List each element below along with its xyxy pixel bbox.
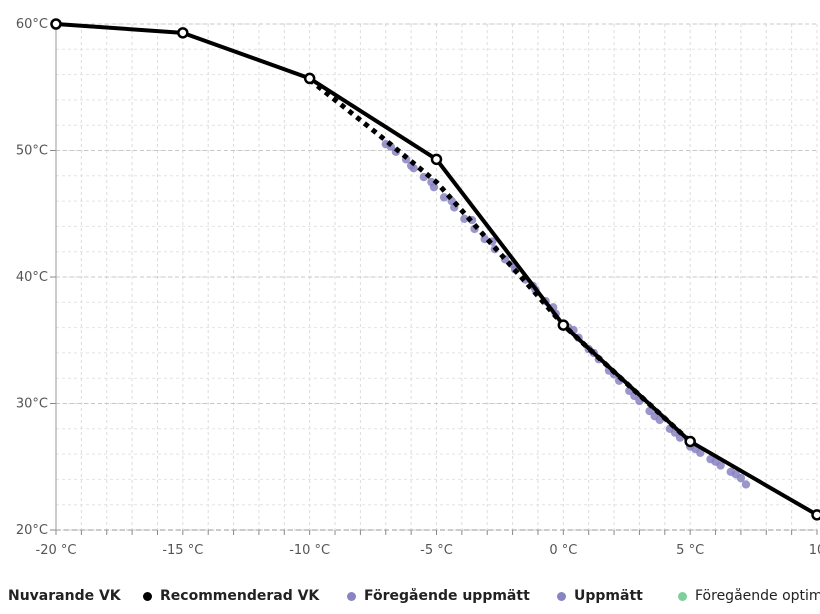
scatter-point — [741, 480, 751, 489]
x-tick-label: 10 — [809, 543, 820, 558]
legend-swatch — [678, 591, 687, 601]
legend-item-foregaende-optim[interactable]: Föregående optim — [678, 588, 820, 604]
y-tick-label: 50°C — [16, 144, 48, 159]
x-tick-label: -20 °C — [36, 543, 77, 558]
y-tick-label: 60°C — [16, 17, 48, 32]
series-point-current — [811, 509, 820, 521]
y-tick-label: 20°C — [16, 523, 48, 538]
grid — [55, 23, 818, 531]
legend-item-foregaende-uppmatt[interactable]: Föregående uppmätt — [347, 588, 530, 604]
y-tick-label: 40°C — [16, 270, 48, 285]
x-tick-label: -10 °C — [289, 543, 330, 558]
series-point-current — [177, 27, 189, 39]
series-point-current — [684, 435, 696, 448]
x-tick-label: -5 °C — [420, 543, 453, 558]
scatter-point — [731, 470, 741, 479]
scatter-point — [460, 214, 469, 224]
scatter-point — [439, 193, 449, 202]
tick-labels: 60°C 50°C 40°C 30°C 20°C -20 °C -15 °C -10 °C -5… — [16, 17, 820, 558]
legend-label: Uppmätt — [574, 588, 643, 604]
legend-label: Föregående optim — [695, 588, 820, 604]
scatter-point — [427, 177, 436, 187]
legend-swatch — [143, 591, 152, 601]
x-tick-label: 0 °C — [549, 543, 577, 558]
series-point-current — [50, 18, 62, 30]
series-point-current — [557, 319, 570, 331]
legend-item-recommenderad-vk[interactable]: Recommenderad VK — [143, 588, 319, 604]
legend-label: Föregående uppmätt — [364, 588, 530, 604]
x-tick-label: 5 °C — [676, 543, 704, 558]
chart: 60°C 50°C 40°C 30°C 20°C -20 °C -15 °C -10 °C -5… — [16, 17, 820, 558]
legend-swatch — [557, 591, 566, 601]
series-layer — [50, 18, 820, 521]
series-point-current — [303, 72, 316, 85]
legend: Nuvarande VK Recommenderad VK Föregående… — [0, 588, 820, 610]
series-point-current — [430, 153, 443, 166]
legend-swatch — [347, 591, 356, 601]
y-tick-label: 30°C — [16, 397, 48, 412]
x-tick-label: -15 °C — [162, 543, 203, 558]
legend-item-uppmatt[interactable]: Uppmätt — [557, 588, 643, 604]
legend-label: Recommenderad VK — [160, 588, 320, 604]
legend-label: Nuvarande VK — [8, 588, 121, 604]
legend-item-nuvarande-vk[interactable]: Nuvarande VK — [0, 588, 121, 604]
axes — [50, 20, 818, 535]
